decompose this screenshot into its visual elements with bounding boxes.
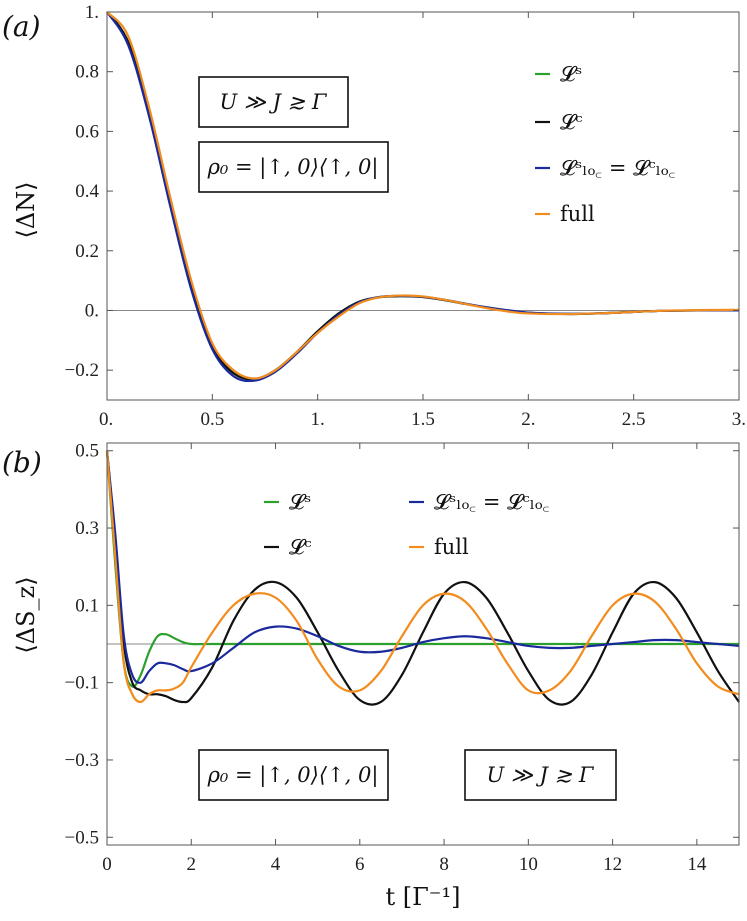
y-tick-label: 0.8: [75, 62, 99, 83]
x-tick-label: 12: [603, 854, 622, 875]
panel-a-legend-s: 𝓛ˢ: [560, 62, 582, 86]
panel-a-legend: 𝓛ˢ 𝓛ᶜ 𝓛ˢₗₒ꜀ = 𝓛ᶜₗₒ꜀ full: [535, 62, 676, 226]
panel-a-legend-loc: 𝓛ˢₗₒ꜀ = 𝓛ᶜₗₒ꜀: [560, 156, 676, 180]
panel-b-initial-state-text: ρ₀ = |↑, 0⟩⟨↑, 0|: [207, 763, 379, 788]
panel-b-series-line-1: [105, 450, 740, 706]
panel-a-yticks: 1. 0.8 0.6 0.4 0.2 0. −0.2: [65, 2, 739, 381]
x-tick-label: 2.5: [622, 409, 646, 430]
panel-b-yticks: 0.5 0.3 0.1 −0.1 −0.3 −0.5: [65, 441, 739, 848]
x-tick-label: 1.5: [411, 409, 435, 430]
panel-a-annotation-initial-state: ρ₀ = |↑, 0⟩⟨↑, 0|: [198, 141, 389, 193]
x-tick-label: 3.: [732, 409, 746, 430]
panel-b-frame: [106, 442, 740, 846]
panel-a-label: (a): [2, 10, 41, 43]
y-tick-label: −0.5: [65, 827, 99, 848]
x-tick-label: 10: [519, 854, 538, 875]
panel-b-legend-c: 𝓛ᶜ: [289, 535, 312, 559]
x-tick-label: 4: [271, 854, 281, 875]
x-tick-label: 2: [187, 854, 197, 875]
panel-b: (b) ⟨ΔS_z⟩ 0 2 4 6 8 10 12 14 0.5 0.3 0.1 −0.1 −0.3…: [2, 441, 740, 911]
y-tick-label: 0.2: [75, 241, 99, 262]
panel-a: (a) ⟨ΔN⟩ 0. 0.5 1. 1.5 2. 2.5 3. 1.0.80.60.40.…: [2, 2, 746, 430]
x-tick-label: 8: [439, 854, 449, 875]
panel-b-annotation-initial-state: ρ₀ = |↑, 0⟩⟨↑, 0|: [198, 749, 389, 801]
y-tick-label: 0.4: [75, 181, 99, 202]
x-tick-label: 6: [355, 854, 365, 875]
panel-b-legend-full: full: [434, 535, 469, 559]
panel-a-legend-full: full: [560, 202, 595, 226]
x-tick-label: 0.5: [200, 409, 224, 430]
panel-a-regime-text: U ≫ J ≳ Γ: [220, 90, 328, 114]
panel-b-series: [105, 450, 740, 706]
y-tick-label: 0.: [85, 300, 99, 321]
panel-b-annotation-regime: U ≫ J ≳ Γ: [464, 749, 617, 801]
y-tick-label: −0.2: [65, 360, 99, 381]
panel-a-series-line-2: [106, 11, 740, 383]
y-tick-label: 0.1: [75, 595, 99, 616]
panel-a-xticks: 0. 0.5 1. 1.5 2. 2.5 3.: [99, 12, 746, 430]
x-tick-label: 0: [102, 854, 112, 875]
panel-b-series-line-2: [105, 450, 740, 684]
panel-b-legend: 𝓛ˢ 𝓛ᶜ 𝓛ˢₗₒ꜀ = 𝓛ᶜₗₒ꜀ full: [264, 490, 550, 559]
x-tick-label: 0.: [99, 409, 113, 430]
x-tick-label: 1.: [311, 409, 325, 430]
panel-a-series: [106, 11, 740, 383]
x-tick-label: 14: [687, 854, 707, 875]
y-tick-label: 0.3: [75, 518, 99, 539]
y-tick-label: −0.1: [65, 673, 99, 694]
panel-b-xlabel: t [Γ⁻¹]: [386, 883, 461, 911]
panel-b-series-line-3: [105, 450, 740, 704]
panel-b-label: (b): [2, 446, 42, 479]
panel-a-initial-state-text: ρ₀ = |↑, 0⟩⟨↑, 0|: [207, 155, 379, 180]
panel-b-regime-text: U ≫ J ≳ Γ: [487, 763, 595, 787]
y-tick-label: 0.6: [75, 121, 99, 142]
panel-b-ylabel: ⟨ΔS_z⟩: [12, 576, 40, 653]
panel-b-series-line-0: [105, 450, 739, 688]
panel-b-legend-s: 𝓛ˢ: [289, 490, 311, 514]
panel-b-xticks: 0 2 4 6 8 10 12 14: [102, 443, 707, 875]
y-tick-label: 0.5: [75, 441, 99, 462]
panel-b-legend-loc: 𝓛ˢₗₒ꜀ = 𝓛ᶜₗₒ꜀: [434, 490, 550, 514]
panel-a-legend-c: 𝓛ᶜ: [560, 110, 583, 134]
panel-a-annotation-regime: U ≫ J ≳ Γ: [198, 76, 349, 128]
x-tick-label: 2.: [521, 409, 535, 430]
panel-a-frame: [106, 11, 740, 401]
panel-a-ylabel: ⟨ΔN⟩: [12, 181, 40, 238]
panel-a-series-line-3: [106, 11, 740, 380]
y-tick-label: −0.3: [65, 750, 99, 771]
y-tick-label: 1.: [85, 2, 99, 23]
